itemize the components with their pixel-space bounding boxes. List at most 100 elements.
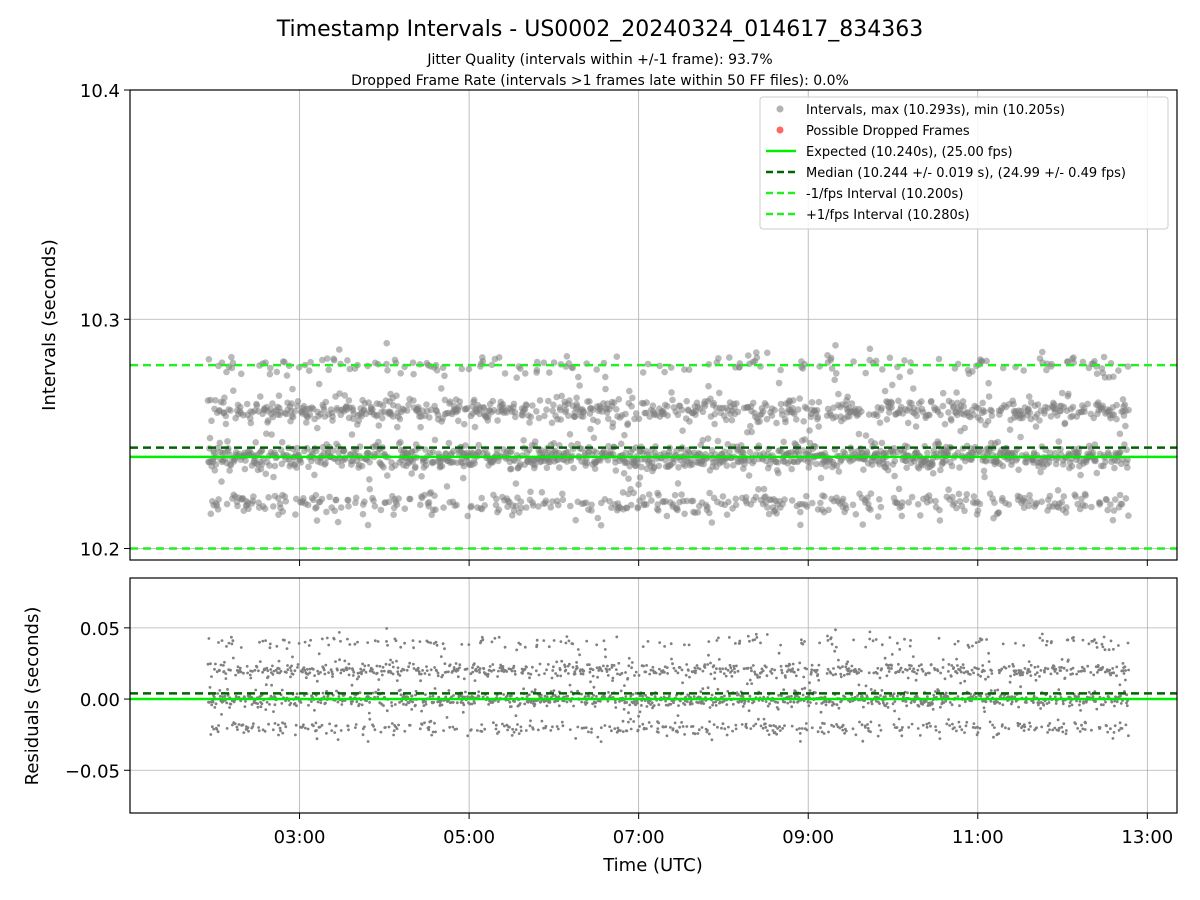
interval-point <box>531 438 539 445</box>
interval-point <box>408 470 416 477</box>
interval-point <box>205 356 213 363</box>
residual-point <box>1072 639 1076 642</box>
residual-point <box>1053 670 1057 673</box>
residual-point <box>392 729 396 733</box>
interval-point <box>901 357 908 364</box>
residual-point <box>932 693 936 697</box>
residual-point <box>792 700 796 704</box>
residual-point <box>810 668 814 672</box>
residual-point <box>327 671 330 674</box>
residual-point <box>510 669 514 673</box>
residual-point <box>518 702 522 705</box>
residual-point <box>458 666 461 670</box>
residual-point <box>1080 665 1084 669</box>
residual-point <box>436 671 440 675</box>
residual-point <box>1126 641 1130 645</box>
residual-point <box>717 636 720 640</box>
residual-point <box>718 667 722 671</box>
residual-point <box>957 720 961 724</box>
interval-point <box>803 405 810 412</box>
residual-point <box>543 672 546 675</box>
residual-point <box>955 657 958 661</box>
residual-point <box>1061 730 1065 734</box>
residual-point <box>658 672 662 676</box>
residual-point <box>962 671 966 675</box>
residual-point <box>816 673 820 676</box>
residual-point <box>862 705 865 709</box>
residual-point <box>959 681 962 685</box>
residual-point <box>268 703 271 706</box>
interval-point <box>441 372 448 380</box>
interval-point <box>939 389 947 397</box>
interval-point <box>1084 400 1091 408</box>
residual-point <box>639 694 642 697</box>
residual-point <box>246 671 250 675</box>
residual-point <box>1127 734 1130 738</box>
interval-point <box>289 385 296 393</box>
interval-point <box>1124 363 1132 370</box>
residual-point <box>259 705 263 709</box>
residual-point <box>1014 641 1017 645</box>
interval-point <box>590 434 598 442</box>
residual-point <box>699 690 703 694</box>
residual-point <box>641 722 645 726</box>
residual-point <box>307 703 310 707</box>
residual-point <box>721 722 725 726</box>
residual-point <box>975 733 979 737</box>
residual-point <box>629 694 633 698</box>
residuals-xtick-label-1: 05:00 <box>443 827 495 848</box>
residual-point <box>537 673 541 677</box>
interval-point <box>896 373 903 381</box>
residual-point <box>866 701 870 705</box>
interval-point <box>902 457 910 465</box>
residual-point <box>800 638 803 642</box>
residual-point <box>948 724 951 727</box>
residual-point <box>740 723 744 726</box>
residual-point <box>1046 731 1049 734</box>
interval-point <box>1047 413 1055 420</box>
interval-point <box>322 459 329 467</box>
residual-point <box>315 679 319 683</box>
interval-point <box>917 512 924 519</box>
residual-point <box>1042 703 1046 707</box>
residual-point <box>882 701 885 705</box>
residual-point <box>647 701 650 705</box>
interval-point <box>671 491 679 499</box>
residual-point <box>921 669 925 673</box>
residual-point <box>250 703 254 706</box>
residual-point <box>924 672 928 675</box>
interval-point <box>366 476 373 483</box>
residual-point <box>315 737 319 741</box>
residual-point <box>629 727 633 731</box>
residual-point <box>440 703 444 707</box>
interval-point <box>255 499 262 507</box>
residual-point <box>339 639 342 643</box>
interval-point <box>935 440 943 448</box>
residual-point <box>416 666 420 670</box>
residual-point <box>918 734 922 737</box>
residual-point <box>359 667 363 671</box>
residual-point <box>1078 703 1081 707</box>
residual-point <box>790 694 793 698</box>
interval-point <box>605 415 612 423</box>
residual-point <box>909 639 912 642</box>
residual-point <box>533 688 537 691</box>
residual-point <box>270 683 273 687</box>
interval-point <box>345 503 352 510</box>
residual-point <box>664 725 668 729</box>
residuals-xtick-label-3: 09:00 <box>782 827 834 848</box>
residual-point <box>318 725 322 729</box>
residual-point <box>326 694 330 697</box>
residual-point <box>747 709 751 713</box>
residual-point <box>496 700 500 703</box>
residual-point <box>694 669 698 672</box>
residual-point <box>909 701 913 705</box>
interval-point <box>334 518 342 526</box>
interval-point <box>809 499 816 507</box>
residual-point <box>784 676 787 679</box>
interval-point <box>1068 462 1076 470</box>
interval-point <box>1060 461 1067 468</box>
residual-point <box>572 704 575 708</box>
residual-point <box>1064 732 1068 736</box>
interval-point <box>655 491 662 499</box>
